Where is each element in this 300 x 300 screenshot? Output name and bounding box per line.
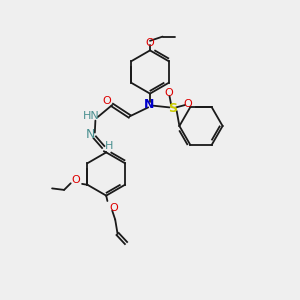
Text: O: O bbox=[71, 175, 80, 185]
Text: H: H bbox=[104, 141, 113, 152]
Text: O: O bbox=[109, 202, 118, 213]
Text: O: O bbox=[146, 38, 154, 48]
Text: HN: HN bbox=[83, 111, 100, 122]
Text: O: O bbox=[164, 88, 173, 98]
Text: O: O bbox=[184, 99, 193, 109]
Text: N: N bbox=[144, 98, 154, 111]
Text: S: S bbox=[169, 102, 178, 116]
Text: O: O bbox=[102, 96, 111, 106]
Text: N: N bbox=[86, 128, 95, 141]
